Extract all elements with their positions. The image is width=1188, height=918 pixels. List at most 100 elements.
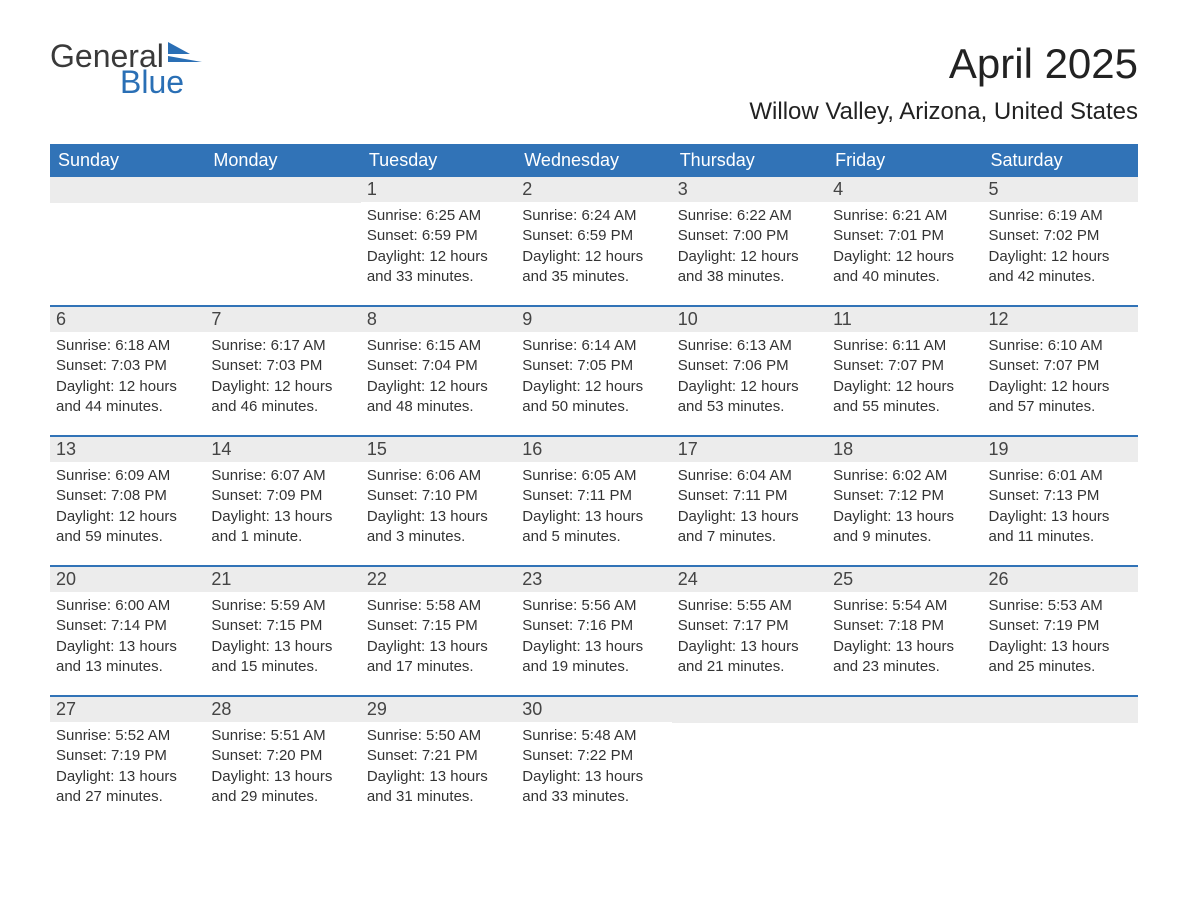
day-details: Sunrise: 5:50 AMSunset: 7:21 PMDaylight:… bbox=[361, 722, 516, 807]
calendar-cell: 3Sunrise: 6:22 AMSunset: 7:00 PMDaylight… bbox=[672, 177, 827, 287]
daylight-text: Daylight: 13 hours and 23 minutes. bbox=[833, 637, 976, 678]
sunset-text: Sunset: 7:14 PM bbox=[56, 616, 199, 636]
sunset-text: Sunset: 7:11 PM bbox=[678, 486, 821, 506]
calendar-cell: 6Sunrise: 6:18 AMSunset: 7:03 PMDaylight… bbox=[50, 307, 205, 417]
day-number: 20 bbox=[50, 567, 205, 592]
daylight-text: Daylight: 13 hours and 25 minutes. bbox=[989, 637, 1132, 678]
sunrise-text: Sunrise: 6:01 AM bbox=[989, 466, 1132, 486]
calendar-cell: 7Sunrise: 6:17 AMSunset: 7:03 PMDaylight… bbox=[205, 307, 360, 417]
day-details: Sunrise: 6:17 AMSunset: 7:03 PMDaylight:… bbox=[205, 332, 360, 417]
day-number: 30 bbox=[516, 697, 671, 722]
day-details: Sunrise: 6:00 AMSunset: 7:14 PMDaylight:… bbox=[50, 592, 205, 677]
calendar-cell bbox=[672, 697, 827, 807]
day-details: Sunrise: 6:04 AMSunset: 7:11 PMDaylight:… bbox=[672, 462, 827, 547]
sunrise-text: Sunrise: 6:19 AM bbox=[989, 206, 1132, 226]
day-header-monday: Monday bbox=[205, 144, 360, 177]
sunset-text: Sunset: 7:05 PM bbox=[522, 356, 665, 376]
daylight-text: Daylight: 13 hours and 31 minutes. bbox=[367, 767, 510, 808]
sunrise-text: Sunrise: 5:48 AM bbox=[522, 726, 665, 746]
daylight-text: Daylight: 13 hours and 1 minute. bbox=[211, 507, 354, 548]
day-details: Sunrise: 6:14 AMSunset: 7:05 PMDaylight:… bbox=[516, 332, 671, 417]
daylight-text: Daylight: 13 hours and 27 minutes. bbox=[56, 767, 199, 808]
calendar-week: 27Sunrise: 5:52 AMSunset: 7:19 PMDayligh… bbox=[50, 695, 1138, 807]
daylight-text: Daylight: 12 hours and 40 minutes. bbox=[833, 247, 976, 288]
sunrise-text: Sunrise: 6:11 AM bbox=[833, 336, 976, 356]
day-number: 2 bbox=[516, 177, 671, 202]
sunset-text: Sunset: 7:09 PM bbox=[211, 486, 354, 506]
daylight-text: Daylight: 12 hours and 35 minutes. bbox=[522, 247, 665, 288]
sunset-text: Sunset: 7:00 PM bbox=[678, 226, 821, 246]
calendar-cell: 11Sunrise: 6:11 AMSunset: 7:07 PMDayligh… bbox=[827, 307, 982, 417]
calendar-week: 13Sunrise: 6:09 AMSunset: 7:08 PMDayligh… bbox=[50, 435, 1138, 547]
sunrise-text: Sunrise: 6:13 AM bbox=[678, 336, 821, 356]
day-number bbox=[205, 177, 360, 203]
day-details: Sunrise: 6:25 AMSunset: 6:59 PMDaylight:… bbox=[361, 202, 516, 287]
day-details: Sunrise: 6:09 AMSunset: 7:08 PMDaylight:… bbox=[50, 462, 205, 547]
sunrise-text: Sunrise: 5:54 AM bbox=[833, 596, 976, 616]
day-details: Sunrise: 6:06 AMSunset: 7:10 PMDaylight:… bbox=[361, 462, 516, 547]
sunset-text: Sunset: 7:12 PM bbox=[833, 486, 976, 506]
daylight-text: Daylight: 12 hours and 57 minutes. bbox=[989, 377, 1132, 418]
day-number: 21 bbox=[205, 567, 360, 592]
day-header-tuesday: Tuesday bbox=[361, 144, 516, 177]
sunset-text: Sunset: 7:06 PM bbox=[678, 356, 821, 376]
sunset-text: Sunset: 7:17 PM bbox=[678, 616, 821, 636]
calendar-cell: 5Sunrise: 6:19 AMSunset: 7:02 PMDaylight… bbox=[983, 177, 1138, 287]
daylight-text: Daylight: 13 hours and 19 minutes. bbox=[522, 637, 665, 678]
daylight-text: Daylight: 12 hours and 53 minutes. bbox=[678, 377, 821, 418]
calendar-cell: 24Sunrise: 5:55 AMSunset: 7:17 PMDayligh… bbox=[672, 567, 827, 677]
calendar-cell: 2Sunrise: 6:24 AMSunset: 6:59 PMDaylight… bbox=[516, 177, 671, 287]
day-details: Sunrise: 6:11 AMSunset: 7:07 PMDaylight:… bbox=[827, 332, 982, 417]
sunrise-text: Sunrise: 6:10 AM bbox=[989, 336, 1132, 356]
daylight-text: Daylight: 12 hours and 38 minutes. bbox=[678, 247, 821, 288]
day-details: Sunrise: 5:48 AMSunset: 7:22 PMDaylight:… bbox=[516, 722, 671, 807]
sunrise-text: Sunrise: 5:53 AM bbox=[989, 596, 1132, 616]
day-details: Sunrise: 6:15 AMSunset: 7:04 PMDaylight:… bbox=[361, 332, 516, 417]
daylight-text: Daylight: 13 hours and 9 minutes. bbox=[833, 507, 976, 548]
sunset-text: Sunset: 6:59 PM bbox=[367, 226, 510, 246]
calendar-cell bbox=[827, 697, 982, 807]
sunrise-text: Sunrise: 5:50 AM bbox=[367, 726, 510, 746]
daylight-text: Daylight: 13 hours and 11 minutes. bbox=[989, 507, 1132, 548]
logo-flag-icon bbox=[168, 42, 202, 66]
sunset-text: Sunset: 7:15 PM bbox=[367, 616, 510, 636]
location-label: Willow Valley, Arizona, United States bbox=[749, 98, 1138, 126]
day-number: 28 bbox=[205, 697, 360, 722]
calendar-cell: 15Sunrise: 6:06 AMSunset: 7:10 PMDayligh… bbox=[361, 437, 516, 547]
calendar-cell: 21Sunrise: 5:59 AMSunset: 7:15 PMDayligh… bbox=[205, 567, 360, 677]
day-number: 27 bbox=[50, 697, 205, 722]
calendar-cell: 16Sunrise: 6:05 AMSunset: 7:11 PMDayligh… bbox=[516, 437, 671, 547]
sunset-text: Sunset: 7:18 PM bbox=[833, 616, 976, 636]
daylight-text: Daylight: 13 hours and 29 minutes. bbox=[211, 767, 354, 808]
calendar-cell: 9Sunrise: 6:14 AMSunset: 7:05 PMDaylight… bbox=[516, 307, 671, 417]
day-details: Sunrise: 5:56 AMSunset: 7:16 PMDaylight:… bbox=[516, 592, 671, 677]
daylight-text: Daylight: 12 hours and 50 minutes. bbox=[522, 377, 665, 418]
day-number: 13 bbox=[50, 437, 205, 462]
sunrise-text: Sunrise: 6:14 AM bbox=[522, 336, 665, 356]
logo-text-blue: Blue bbox=[120, 66, 202, 98]
sunset-text: Sunset: 7:07 PM bbox=[989, 356, 1132, 376]
day-number: 10 bbox=[672, 307, 827, 332]
calendar-cell: 8Sunrise: 6:15 AMSunset: 7:04 PMDaylight… bbox=[361, 307, 516, 417]
day-details: Sunrise: 5:55 AMSunset: 7:17 PMDaylight:… bbox=[672, 592, 827, 677]
sunrise-text: Sunrise: 5:56 AM bbox=[522, 596, 665, 616]
day-details: Sunrise: 6:13 AMSunset: 7:06 PMDaylight:… bbox=[672, 332, 827, 417]
calendar-cell: 25Sunrise: 5:54 AMSunset: 7:18 PMDayligh… bbox=[827, 567, 982, 677]
calendar-cell: 23Sunrise: 5:56 AMSunset: 7:16 PMDayligh… bbox=[516, 567, 671, 677]
day-details: Sunrise: 5:51 AMSunset: 7:20 PMDaylight:… bbox=[205, 722, 360, 807]
calendar-week: 6Sunrise: 6:18 AMSunset: 7:03 PMDaylight… bbox=[50, 305, 1138, 417]
day-details: Sunrise: 6:02 AMSunset: 7:12 PMDaylight:… bbox=[827, 462, 982, 547]
calendar-cell: 26Sunrise: 5:53 AMSunset: 7:19 PMDayligh… bbox=[983, 567, 1138, 677]
calendar-cell bbox=[983, 697, 1138, 807]
calendar-cell: 20Sunrise: 6:00 AMSunset: 7:14 PMDayligh… bbox=[50, 567, 205, 677]
sunset-text: Sunset: 7:21 PM bbox=[367, 746, 510, 766]
day-details: Sunrise: 6:05 AMSunset: 7:11 PMDaylight:… bbox=[516, 462, 671, 547]
day-header-wednesday: Wednesday bbox=[516, 144, 671, 177]
calendar-cell: 14Sunrise: 6:07 AMSunset: 7:09 PMDayligh… bbox=[205, 437, 360, 547]
day-details: Sunrise: 6:22 AMSunset: 7:00 PMDaylight:… bbox=[672, 202, 827, 287]
daylight-text: Daylight: 12 hours and 44 minutes. bbox=[56, 377, 199, 418]
sunset-text: Sunset: 7:03 PM bbox=[211, 356, 354, 376]
sunset-text: Sunset: 7:19 PM bbox=[989, 616, 1132, 636]
sunrise-text: Sunrise: 6:00 AM bbox=[56, 596, 199, 616]
daylight-text: Daylight: 12 hours and 48 minutes. bbox=[367, 377, 510, 418]
